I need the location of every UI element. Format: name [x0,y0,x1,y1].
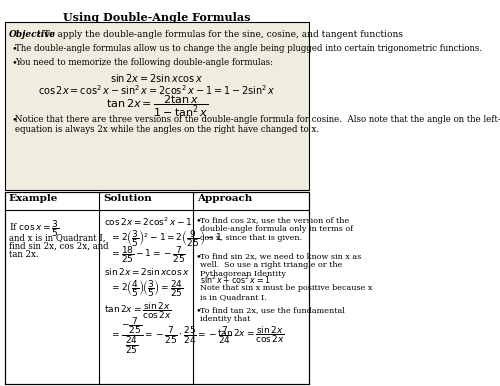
Text: To find sin 2x, we need to know sin x as
well.  So use a right triangle or the
P: To find sin 2x, we need to know sin x as… [200,252,361,278]
Text: Solution: Solution [103,194,152,203]
Text: •: • [12,44,17,53]
Text: $\sin^2 x + \cos^2 x = 1$: $\sin^2 x + \cos^2 x = 1$ [200,274,270,286]
Text: Objective: Objective [9,30,56,39]
Bar [5,192,309,384]
Text: If $\cos x = \dfrac{3}{5}$: If $\cos x = \dfrac{3}{5}$ [9,218,59,239]
Text: •: • [196,306,202,315]
Text: Notice that there are three versions of the double-angle formula for cosine.  Al: Notice that there are three versions of … [15,115,500,134]
FancyBboxPatch shape [5,192,309,210]
Text: To find tan 2x, use the fundamental
identity that: To find tan 2x, use the fundamental iden… [200,306,344,323]
Text: You need to memorize the following double-angle formulas:: You need to memorize the following doubl… [15,58,273,67]
Text: Using Double-Angle Formulas: Using Double-Angle Formulas [63,12,250,23]
Text: $\tan 2x = \dfrac{\sin 2x}{\cos 2x}$: $\tan 2x = \dfrac{\sin 2x}{\cos 2x}$ [104,300,172,321]
Text: •: • [12,58,17,67]
Text: $\cos 2x = 2\cos^2 x - 1$: $\cos 2x = 2\cos^2 x - 1$ [104,216,193,229]
Text: $= \dfrac{18}{25} - 1 = -\dfrac{7}{25}$: $= \dfrac{18}{25} - 1 = -\dfrac{7}{25}$ [110,244,186,265]
Text: •: • [196,216,202,225]
Text: •: • [12,115,17,124]
Text: To find cos 2x, use the version of the
double-angle formula only in terms of
cos: To find cos 2x, use the version of the d… [200,216,352,242]
Text: $= \dfrac{-\dfrac{7}{25}}{\dfrac{24}{25}} = -\dfrac{7}{25} \cdot \dfrac{25}{24} : $= \dfrac{-\dfrac{7}{25}}{\dfrac{24}{25}… [110,316,232,356]
Text: $\tan 2x = \dfrac{2\tan x}{1 - \tan^2 x}$: $\tan 2x = \dfrac{2\tan x}{1 - \tan^2 x}… [106,94,208,119]
Text: •: • [196,252,202,261]
Text: and x is in Quadrant I,: and x is in Quadrant I, [9,234,106,243]
Text: $\sin 2x = 2\sin x\cos x$: $\sin 2x = 2\sin x\cos x$ [110,72,204,84]
Text: $= 2\left(\dfrac{3}{5}\right)^2 - 1 = 2\left(\dfrac{9}{25}\right) - 1$: $= 2\left(\dfrac{3}{5}\right)^2 - 1 = 2\… [110,228,222,249]
Text: find sin 2x, cos 2x, and: find sin 2x, cos 2x, and [9,242,108,251]
Text: tan 2x.: tan 2x. [9,250,38,259]
Text: Note that sin x must be positive because x
is in Quadrant I.: Note that sin x must be positive because… [200,284,372,301]
Text: : To apply the double-angle formulas for the sine, cosine, and tangent functions: : To apply the double-angle formulas for… [38,30,403,39]
Text: $\sin 2x = 2\sin x\cos x$: $\sin 2x = 2\sin x\cos x$ [104,266,190,277]
Text: Example: Example [9,194,58,203]
Text: Approach: Approach [197,194,252,203]
Text: $= 2\left(\dfrac{4}{5}\right)\!\left(\dfrac{3}{5}\right) = \dfrac{24}{25}$: $= 2\left(\dfrac{4}{5}\right)\!\left(\df… [110,278,184,299]
Text: $\cos 2x = \cos^2 x - \sin^2 x = 2\cos^2 x - 1 = 1 - 2\sin^2 x$: $\cos 2x = \cos^2 x - \sin^2 x = 2\cos^2… [38,83,276,97]
FancyBboxPatch shape [5,22,309,190]
Text: $\tan 2x = \dfrac{\sin 2x}{\cos 2x}$: $\tan 2x = \dfrac{\sin 2x}{\cos 2x}$ [217,324,285,345]
Text: The double-angle formulas allow us to change the angle being plugged into certai: The double-angle formulas allow us to ch… [15,44,482,53]
